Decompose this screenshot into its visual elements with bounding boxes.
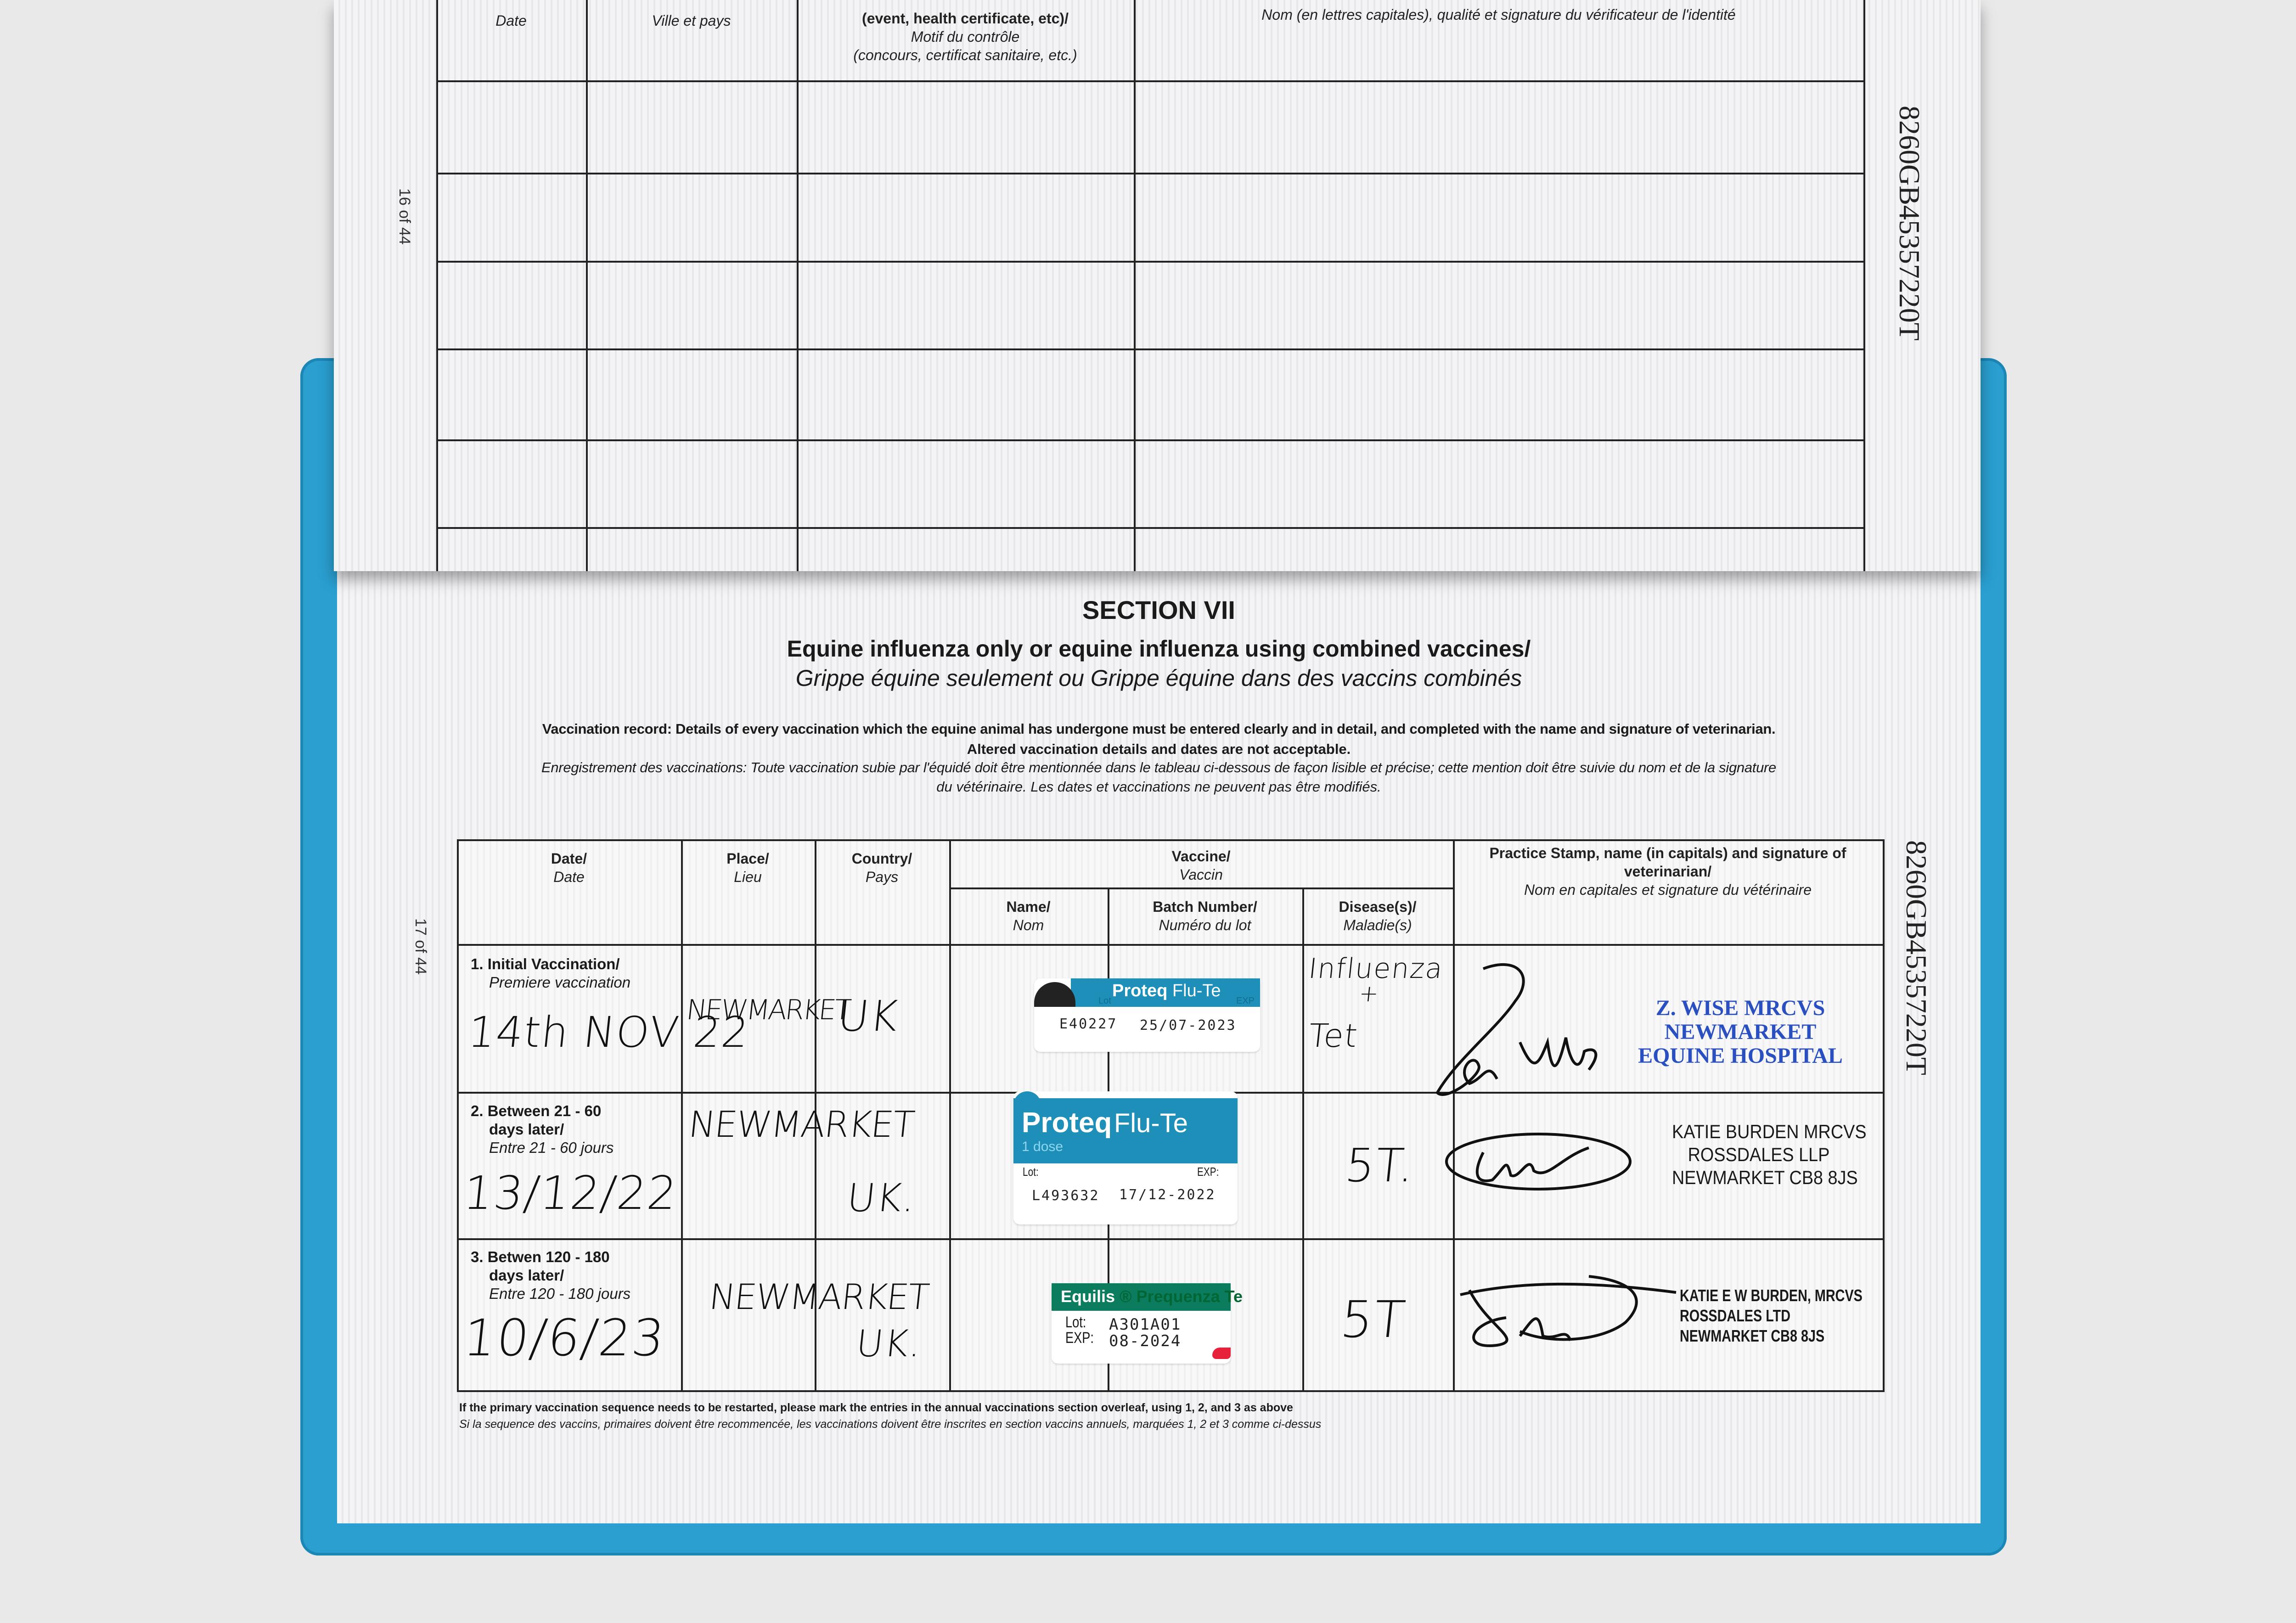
section-title: SECTION VII xyxy=(1082,595,1235,624)
title-fr: Grippe équine seulement ou Grippe équine… xyxy=(795,665,1522,691)
instruction-fr-1: Enregistrement des vaccinations: Toute v… xyxy=(541,759,1776,775)
title-en: Equine influenza only or equine influenz… xyxy=(787,636,1531,662)
instruction-en-2: Altered vaccination details and dates ar… xyxy=(967,741,1351,757)
page-number-16: 16 of 44 xyxy=(396,188,413,245)
page-number-17: 17 of 44 xyxy=(412,918,429,975)
page-16: Date Ville et pays (event, health certif… xyxy=(334,0,1981,571)
passport-id-top: 8260GB45357220T xyxy=(1893,106,1926,341)
page-17: SECTION VII Equine influenza only or equ… xyxy=(337,571,1981,1523)
instruction-fr-2: du vétérinaire. Les dates et vaccination… xyxy=(936,779,1381,795)
top-header-verifier: Nom (en lettres capitales), qualité et s… xyxy=(1261,6,1736,23)
top-header-town: Ville et pays xyxy=(652,12,731,29)
instruction-en-1: Vaccination record: Details of every vac… xyxy=(542,721,1776,737)
passport-id-bottom: 8260GB45357220T xyxy=(1900,840,1933,1075)
top-header-reason: (event, health certificate, etc)/Motif d… xyxy=(853,10,1077,63)
top-header-date: Date xyxy=(495,12,527,29)
